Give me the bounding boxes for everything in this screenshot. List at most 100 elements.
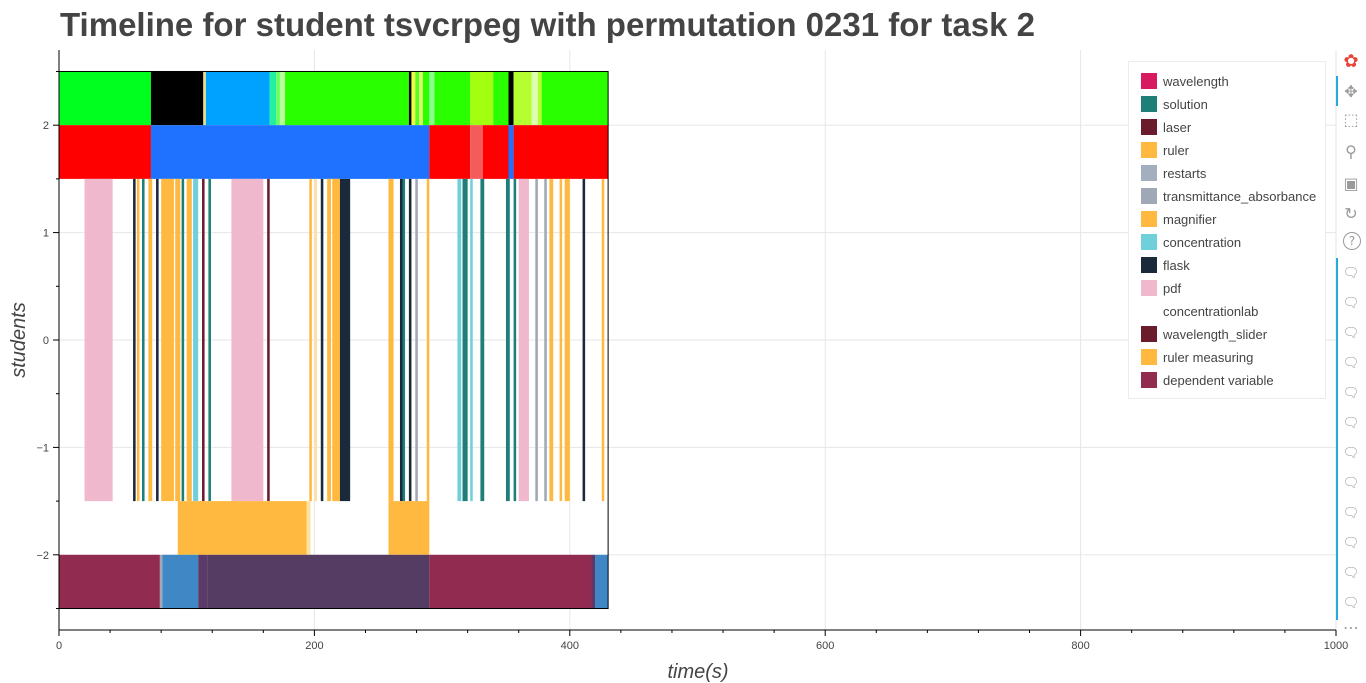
timeline-segment[interactable] [582, 178, 586, 502]
timeline-segment[interactable] [309, 178, 312, 502]
timeline-segment[interactable] [175, 178, 181, 502]
legend-item[interactable]: transmittance_absorbance [1129, 185, 1325, 208]
timeline-segment[interactable] [419, 71, 423, 126]
timeline-segment[interactable] [320, 178, 324, 502]
timeline-segment[interactable] [531, 71, 538, 126]
legend-item[interactable]: solution [1129, 93, 1325, 116]
legend-item[interactable]: pdf [1129, 277, 1325, 300]
more-icon[interactable]: ⋯ [1343, 617, 1359, 637]
timeline-segment[interactable] [508, 71, 514, 126]
hover-icon[interactable]: 🗨 [1342, 565, 1360, 581]
timeline-segment[interactable] [541, 71, 609, 126]
timeline-segment[interactable] [150, 71, 204, 126]
timeline-segment[interactable] [269, 71, 277, 126]
timeline-segment[interactable] [314, 178, 317, 502]
timeline-segment[interactable] [480, 178, 485, 502]
legend-item[interactable]: dependent variable [1129, 369, 1325, 392]
timeline-segment[interactable] [133, 178, 136, 502]
legend-item[interactable]: concentrationlab [1129, 300, 1325, 323]
timeline-segment[interactable] [559, 178, 563, 502]
timeline-segment[interactable] [518, 178, 529, 502]
timeline-segment[interactable] [415, 178, 418, 502]
bokeh-logo-icon[interactable]: ✿ [1343, 50, 1359, 72]
timeline-segment[interactable] [231, 178, 264, 502]
hover-icon[interactable]: 🗨 [1342, 475, 1360, 491]
timeline-segment[interactable] [59, 71, 151, 126]
help-icon[interactable]: ? [1343, 232, 1361, 250]
timeline-segment[interactable] [181, 178, 185, 502]
timeline-segment[interactable] [462, 178, 468, 502]
legend-item[interactable]: magnifier [1129, 208, 1325, 231]
pan-icon[interactable]: ✥ [1344, 81, 1358, 101]
timeline-segment[interactable] [434, 71, 471, 126]
timeline-segment[interactable] [415, 71, 420, 126]
timeline-segment[interactable] [339, 178, 351, 502]
timeline-segment[interactable] [429, 71, 435, 126]
timeline-segment[interactable] [422, 71, 430, 126]
timeline-segment[interactable] [601, 178, 605, 502]
timeline-segment[interactable] [426, 178, 430, 502]
timeline-segment[interactable] [505, 178, 510, 502]
timeline-segment[interactable] [150, 125, 430, 179]
hover-icon[interactable]: 🗨 [1342, 295, 1360, 311]
timeline-segment[interactable] [470, 125, 483, 179]
timeline-segment[interactable] [591, 554, 596, 609]
timeline-segment[interactable] [306, 501, 311, 555]
legend-item[interactable]: wavelength_slider [1129, 323, 1325, 346]
hover-icon[interactable]: 🗨 [1342, 535, 1360, 551]
timeline-segment[interactable] [327, 178, 332, 502]
timeline-segment[interactable] [202, 178, 205, 502]
timeline-segment[interactable] [513, 178, 517, 502]
timeline-segment[interactable] [186, 178, 192, 502]
timeline-segment[interactable] [208, 178, 211, 502]
timeline-segment[interactable] [177, 501, 307, 555]
timeline-segment[interactable] [59, 554, 160, 609]
hover-icon[interactable]: 🗨 [1342, 505, 1360, 521]
timeline-segment[interactable] [59, 125, 151, 179]
timeline-segment[interactable] [493, 71, 509, 126]
timeline-segment[interactable] [429, 125, 471, 179]
hover-icon[interactable]: 🗨 [1342, 595, 1360, 611]
timeline-segment[interactable] [267, 178, 270, 502]
hover-icon[interactable]: 🗨 [1342, 325, 1360, 341]
timeline-segment[interactable] [595, 554, 609, 609]
timeline-segment[interactable] [470, 178, 473, 502]
timeline-segment[interactable] [513, 125, 609, 179]
legend-item[interactable]: ruler [1129, 139, 1325, 162]
save-icon[interactable]: ▣ [1343, 173, 1359, 193]
timeline-segment[interactable] [279, 71, 286, 126]
timeline-segment[interactable] [549, 178, 554, 502]
timeline-segment[interactable] [142, 178, 145, 502]
legend-item[interactable]: concentration [1129, 231, 1325, 254]
timeline-segment[interactable] [162, 554, 199, 609]
timeline-segment[interactable] [457, 178, 462, 502]
timeline-segment[interactable] [205, 71, 270, 126]
timeline-segment[interactable] [84, 178, 113, 502]
timeline-segment[interactable] [535, 178, 538, 502]
timeline-segment[interactable] [388, 501, 430, 555]
timeline-segment[interactable] [470, 71, 494, 126]
timeline-segment[interactable] [411, 71, 416, 126]
timeline-segment[interactable] [429, 554, 592, 609]
timeline-segment[interactable] [388, 178, 394, 502]
timeline-segment[interactable] [544, 178, 547, 502]
timeline-segment[interactable] [161, 178, 174, 502]
timeline-segment[interactable] [408, 178, 412, 502]
legend-item[interactable]: flask [1129, 254, 1325, 277]
legend-item[interactable]: wavelength [1129, 70, 1325, 93]
timeline-segment[interactable] [198, 554, 208, 609]
timeline-segment[interactable] [159, 554, 163, 609]
timeline-segment[interactable] [203, 71, 206, 126]
timeline-segment[interactable] [482, 125, 509, 179]
timeline-segment[interactable] [399, 178, 403, 502]
legend-item[interactable]: laser [1129, 116, 1325, 139]
timeline-segment[interactable] [136, 178, 140, 502]
timeline-segment[interactable] [564, 178, 570, 502]
hover-icon[interactable]: 🗨 [1342, 265, 1360, 281]
hover-icon[interactable]: 🗨 [1342, 445, 1360, 461]
hover-icon[interactable]: 🗨 [1342, 385, 1360, 401]
hover-icon[interactable]: 🗨 [1342, 415, 1360, 431]
wheel-zoom-icon[interactable]: ⚲ [1345, 141, 1357, 161]
reset-icon[interactable]: ↻ [1344, 203, 1358, 223]
